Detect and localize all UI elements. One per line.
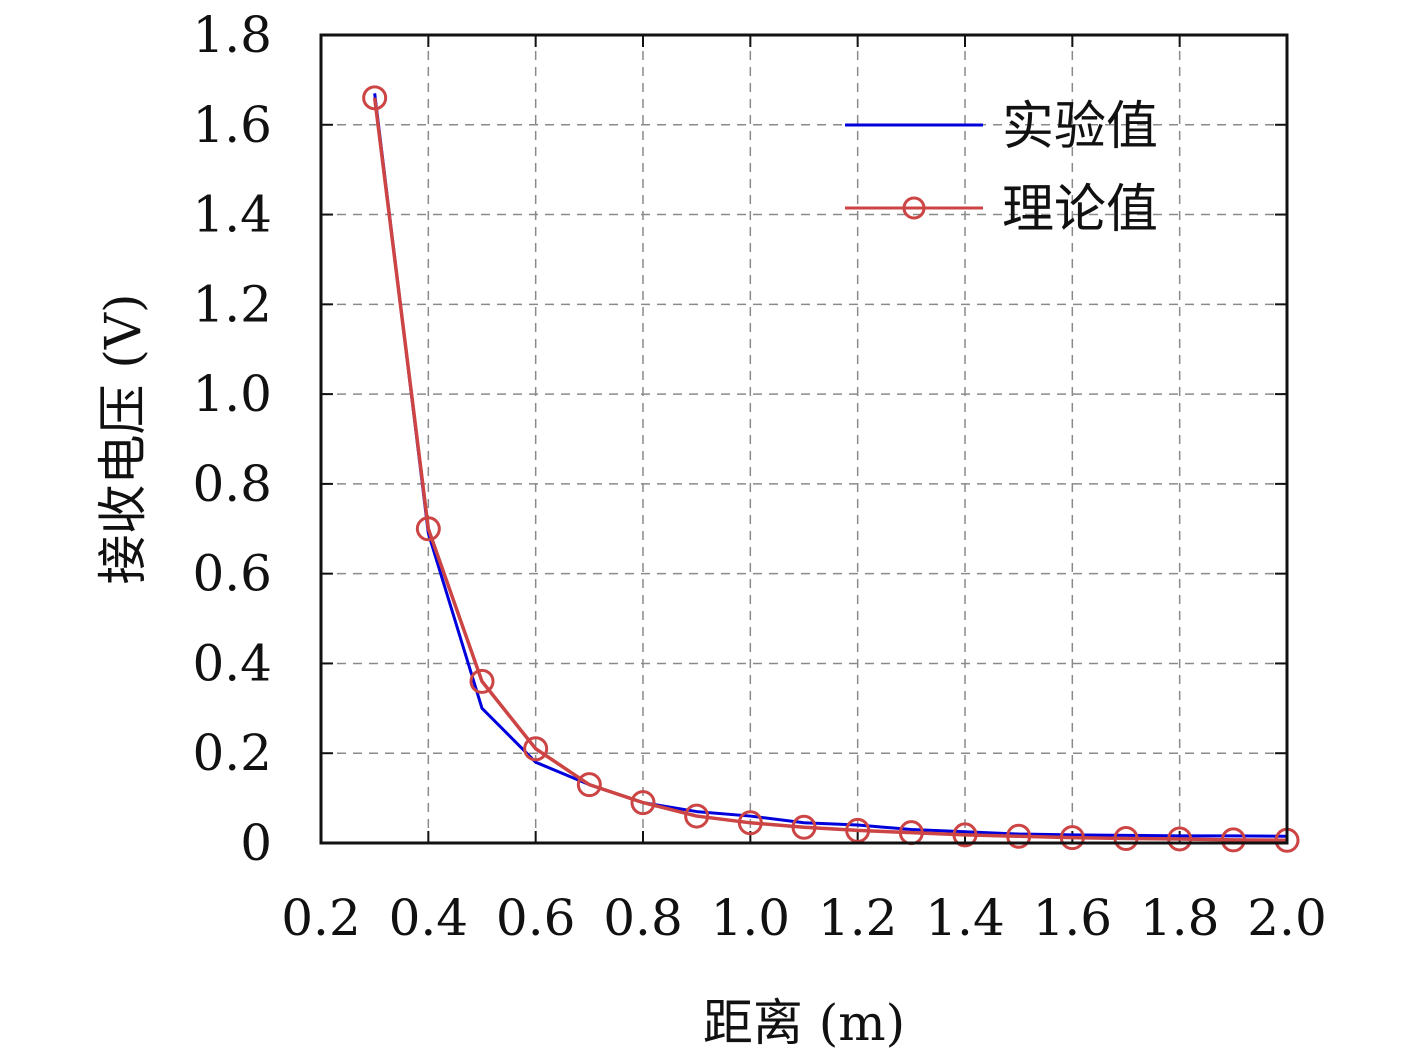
y-tick-label: 0.6	[192, 545, 272, 603]
x-tick-label: 1.0	[711, 889, 791, 947]
y-tick-label: 0	[240, 814, 272, 872]
series-2-point	[576, 772, 602, 798]
series-2-point	[737, 810, 763, 836]
y-tick-label: 0.4	[192, 634, 272, 692]
y-tick-label: 1.4	[192, 186, 272, 244]
data-series	[362, 85, 1300, 853]
series-2-point	[415, 516, 441, 542]
series-2-point	[1006, 823, 1032, 849]
series-2-point	[362, 85, 388, 111]
series-2-point	[791, 814, 817, 840]
x-tick-labels: 0.2 0.4 0.6 0.8 1.0 1.2 1.4 1.6 1.8 2.0	[281, 889, 1327, 947]
series-2-point	[523, 736, 549, 762]
series-2-point	[1167, 826, 1193, 852]
y-tick-label: 1.6	[192, 96, 272, 154]
grid-lines	[321, 35, 1287, 843]
x-tick-label: 0.2	[281, 889, 361, 947]
x-tick-label: 0.6	[496, 889, 576, 947]
series-2-point	[1220, 827, 1246, 853]
legend-marker-2	[902, 196, 926, 220]
y-tick-label: 1.0	[192, 365, 272, 423]
plot-frame	[319, 33, 1289, 845]
legend-label-2: 理论值	[1002, 180, 1158, 240]
series-2-point	[845, 817, 871, 843]
y-tick-label: 0.8	[192, 455, 272, 513]
x-tick-label: 0.8	[603, 889, 683, 947]
x-tick-label: 2.0	[1247, 889, 1327, 947]
x-axis-label: 距离 (m)	[703, 994, 905, 1052]
y-axis-label: 接收电压 (V)	[94, 293, 152, 584]
series-2-point	[469, 668, 495, 694]
x-tick-label: 1.6	[1033, 889, 1113, 947]
series-2-point	[1113, 826, 1139, 852]
y-tick-label: 0.2	[192, 724, 272, 782]
x-tick-label: 1.4	[925, 889, 1005, 947]
series-2-point	[630, 790, 656, 816]
x-tick-label: 1.8	[1140, 889, 1220, 947]
y-tick-label: 1.8	[192, 6, 272, 64]
y-tick-label: 1.2	[192, 275, 272, 333]
x-tick-label: 1.2	[818, 889, 898, 947]
series-2-point	[952, 822, 978, 848]
series-2-point	[684, 803, 710, 829]
legend-label-1: 实验值	[1002, 97, 1158, 157]
y-tick-labels: 0 0.2 0.4 0.6 0.8 1.0 1.2 1.4 1.6 1.8	[192, 6, 272, 872]
x-tick-label: 0.4	[389, 889, 469, 947]
series-2-point	[1059, 825, 1085, 851]
series-line-2	[372, 97, 1288, 843]
